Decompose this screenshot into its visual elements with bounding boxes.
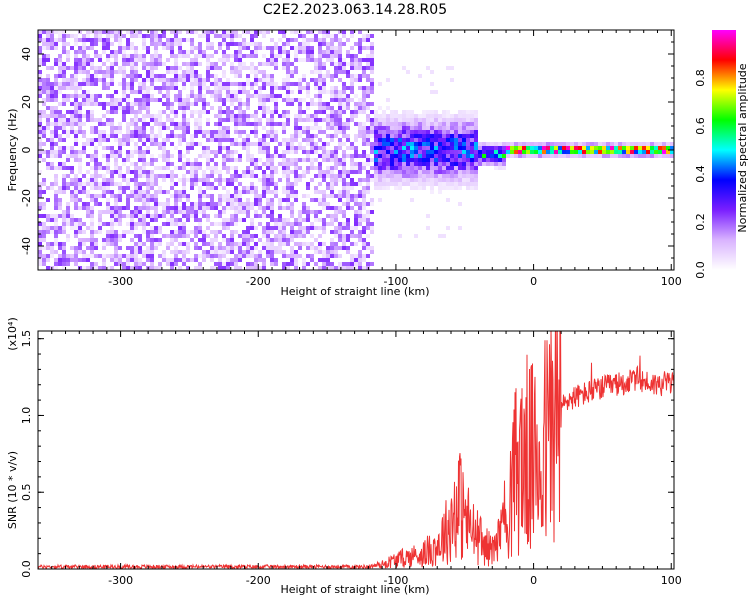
spectrogram-x-tick-label: -300 [108, 275, 133, 288]
snr-series-line [38, 331, 674, 569]
colorbar: 0.0 0.2 0.4 0.6 0.8 Normalized spectral ampl… [694, 30, 749, 279]
colorbar-tick-label: 0.6 [694, 117, 707, 135]
snr-y-tick-label: 1.5 [20, 330, 33, 348]
spectrogram-y-tick-label: 20 [20, 95, 33, 109]
snr-x-tick-label: -100 [383, 574, 408, 587]
spectrogram-y-tick-label: -20 [20, 189, 33, 207]
spectrogram-y-tick-label: 40 [20, 47, 33, 61]
snr-y-tick-label: 0.0 [20, 560, 33, 578]
spectrogram-y-ticks: -40 -20 0 20 40 [20, 41, 674, 259]
snr-y-label: SNR (10 * v/v) [6, 451, 19, 529]
spectrogram-x-tick-label: 100 [661, 275, 682, 288]
colorbar-ticks: 0.0 0.2 0.4 0.6 0.8 [694, 69, 707, 279]
spectrogram-x-ticks: -300 -200 -100 0 100 [51, 30, 682, 288]
snr-x-label: Height of straight line (km) [280, 583, 429, 596]
snr-plot: -300 -200 -100 0 100 0.0 0.5 1.0 1.5 Height of … [6, 317, 682, 596]
spectrogram-cells [38, 30, 674, 270]
colorbar-tick-label: 0.0 [694, 261, 707, 279]
spectrogram-x-label: Height of straight line (km) [280, 285, 429, 298]
colorbar-tick-label: 0.4 [694, 165, 707, 183]
snr-y-tick-label: 0.5 [20, 483, 33, 501]
snr-x-ticks: -300 -200 -100 0 100 [51, 331, 682, 587]
colorbar-tick-label: 0.8 [694, 69, 707, 87]
snr-frame [37, 330, 675, 570]
colorbar-bar [712, 30, 736, 270]
snr-x-tick-label: 100 [661, 574, 682, 587]
spectrogram-x-tick-label: -200 [246, 275, 271, 288]
snr-y-tick-label: 1.0 [20, 407, 33, 425]
spectrogram-y-tick-label: 0 [20, 147, 33, 154]
chart-title: C2E2.2023.063.14.28.R05 [263, 2, 447, 18]
spectrogram-x-tick-label: -100 [383, 275, 408, 288]
spectrogram-x-tick-label: 0 [530, 275, 537, 288]
spectrogram-y-tick-label: -40 [20, 237, 33, 255]
snr-x-tick-label: 0 [530, 574, 537, 587]
spectrogram-y-label: Frequency (Hz) [6, 109, 19, 192]
snr-x-tick-label: -200 [246, 574, 271, 587]
snr-y-scale-label: (x10⁴) [6, 317, 19, 351]
colorbar-tick-label: 0.2 [694, 213, 707, 231]
snr-y-ticks: 0.0 0.5 1.0 1.5 [20, 330, 674, 578]
colorbar-label: Normalized spectral amplitude [736, 63, 749, 232]
snr-x-tick-label: -300 [108, 574, 133, 587]
